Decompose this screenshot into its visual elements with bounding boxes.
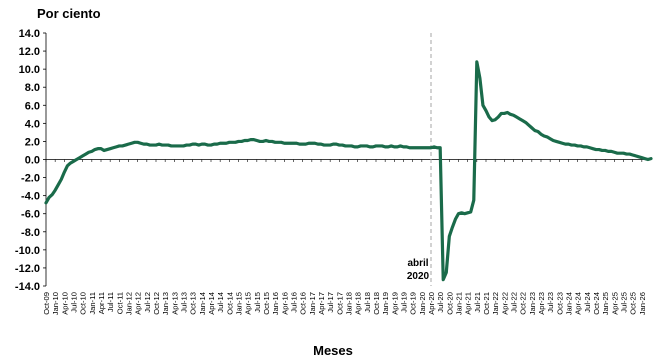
annotation-month: abril xyxy=(407,258,428,269)
x-tick-label: Apr-23 xyxy=(537,292,546,315)
x-tick-label: Jan-20 xyxy=(418,292,427,315)
y-tick-label: 6.0 xyxy=(25,100,40,112)
x-tick-label: Oct-14 xyxy=(225,292,234,315)
x-tick-label: Oct-18 xyxy=(372,292,381,315)
x-tick-label: Jul-15 xyxy=(253,292,262,313)
x-axis-title: Meses xyxy=(313,343,353,358)
y-tick-label: -6.0 xyxy=(21,209,40,221)
x-tick-label: Jul-24 xyxy=(583,292,592,313)
x-tick-label: Apr-12 xyxy=(134,292,143,315)
y-tick-label: -4.0 xyxy=(21,191,40,203)
y-tick-label: 2.0 xyxy=(25,136,40,148)
x-tick-label: Jul-11 xyxy=(106,292,115,312)
annotation: abril 2020 xyxy=(407,258,430,282)
series-layer xyxy=(44,60,653,282)
x-tick-label: Jan-23 xyxy=(528,292,537,315)
y-tick-label: -8.0 xyxy=(21,227,40,239)
x-tick-label: Jul-10 xyxy=(70,292,79,313)
x-tick-label: Jan-16 xyxy=(271,292,280,315)
x-tick-label: Oct-12 xyxy=(152,292,161,315)
x-tick-label: Oct-11 xyxy=(115,292,124,314)
y-tick-label: -10.0 xyxy=(15,245,40,257)
x-tick-label: Apr-13 xyxy=(170,292,179,315)
tick-labels: 14.0 12.0 10.0 8.0 6.0 4.0 2.0 0.0 -2.0 -4.0 -6.0 -… xyxy=(15,28,647,315)
x-tick-label: Oct-21 xyxy=(482,292,491,315)
x-tick-label: Oct-09 xyxy=(42,292,51,315)
y-tick-label: 10.0 xyxy=(19,64,40,76)
x-tick-label: Jan-24 xyxy=(565,292,574,315)
y-tick-label: 14.0 xyxy=(19,28,40,40)
x-tick-label: Jan-19 xyxy=(381,292,390,315)
x-tick-label: Jul-16 xyxy=(290,292,299,313)
x-tick-label: Oct-19 xyxy=(409,292,418,315)
x-tick-label: Apr-21 xyxy=(464,292,473,315)
x-tick-label: Jul-22 xyxy=(510,292,519,313)
x-tick-label: Apr-15 xyxy=(244,292,253,315)
y-tick-label: -2.0 xyxy=(21,173,40,185)
x-tick-label: Jul-13 xyxy=(180,292,189,313)
x-tick-label: Oct-10 xyxy=(79,292,88,315)
y-tick-label: 8.0 xyxy=(25,82,40,94)
x-tick-label: Oct-22 xyxy=(519,292,528,315)
series-line xyxy=(44,60,653,282)
x-tick-label: Oct-20 xyxy=(445,292,454,315)
x-tick-label: Jul-23 xyxy=(546,292,555,313)
x-tick-label: Apr-24 xyxy=(574,292,583,315)
x-tick-label: Apr-14 xyxy=(207,292,216,315)
x-tick-label: Apr-10 xyxy=(60,292,69,315)
x-tick-label: Jan-18 xyxy=(345,292,354,315)
x-tick-label: Apr-17 xyxy=(317,292,326,315)
x-tick-label: Jan-15 xyxy=(235,292,244,315)
x-tick-label: Jan-12 xyxy=(125,292,134,315)
x-tick-label: Oct-17 xyxy=(335,292,344,315)
x-tick-label: Apr-16 xyxy=(280,292,289,315)
x-tick-label: Oct-16 xyxy=(299,292,308,315)
x-tick-label: Jul-14 xyxy=(216,292,225,313)
x-tick-label: Jan-21 xyxy=(455,292,464,315)
y-tick-label: 4.0 xyxy=(25,118,40,130)
x-tick-label: Jul-12 xyxy=(143,292,152,313)
x-tick-label: Apr-19 xyxy=(390,292,399,315)
x-tick-label: Jul-19 xyxy=(400,292,409,313)
x-tick-label: Apr-20 xyxy=(427,292,436,315)
x-tick-label: Jan-13 xyxy=(161,292,170,315)
x-tick-label: Jul-20 xyxy=(436,292,445,313)
y-tick-label: -14.0 xyxy=(15,281,40,293)
x-tick-label: Jan-14 xyxy=(198,292,207,315)
x-tick-label: Apr-11 xyxy=(97,292,106,314)
x-tick-label: Apr-18 xyxy=(354,292,363,315)
x-tick-label: Oct-24 xyxy=(592,292,601,315)
x-tick-label: Jan-17 xyxy=(308,292,317,315)
x-tick-label: Oct-15 xyxy=(262,292,271,315)
y-axis-title: Por ciento xyxy=(37,6,101,21)
x-tick-label: Jul-17 xyxy=(326,292,335,313)
x-tick-label: Oct-13 xyxy=(189,292,198,315)
x-tick-label: Jan-10 xyxy=(51,292,60,315)
x-tick-label: Oct-23 xyxy=(555,292,564,315)
y-tick-label: -12.0 xyxy=(15,263,40,275)
x-tick-label: Apr-25 xyxy=(610,292,619,315)
x-tick-label: Jan-25 xyxy=(601,292,610,315)
x-tick-label: Jul-25 xyxy=(620,292,629,313)
x-tick-label: Jan-11 xyxy=(88,292,97,315)
x-tick-label: Apr-22 xyxy=(500,292,509,315)
x-tick-label: Oct-25 xyxy=(629,292,638,315)
x-tick-label: Jan-26 xyxy=(638,292,647,315)
axes xyxy=(43,32,651,287)
x-tick-label: Jul-21 xyxy=(473,292,482,313)
y-tick-label: 12.0 xyxy=(19,46,40,58)
y-tick-label: 0.0 xyxy=(25,155,40,167)
x-tick-label: Jul-18 xyxy=(363,292,372,313)
annotation-year: 2020 xyxy=(407,271,430,282)
x-tick-label: Jan-22 xyxy=(491,292,500,315)
